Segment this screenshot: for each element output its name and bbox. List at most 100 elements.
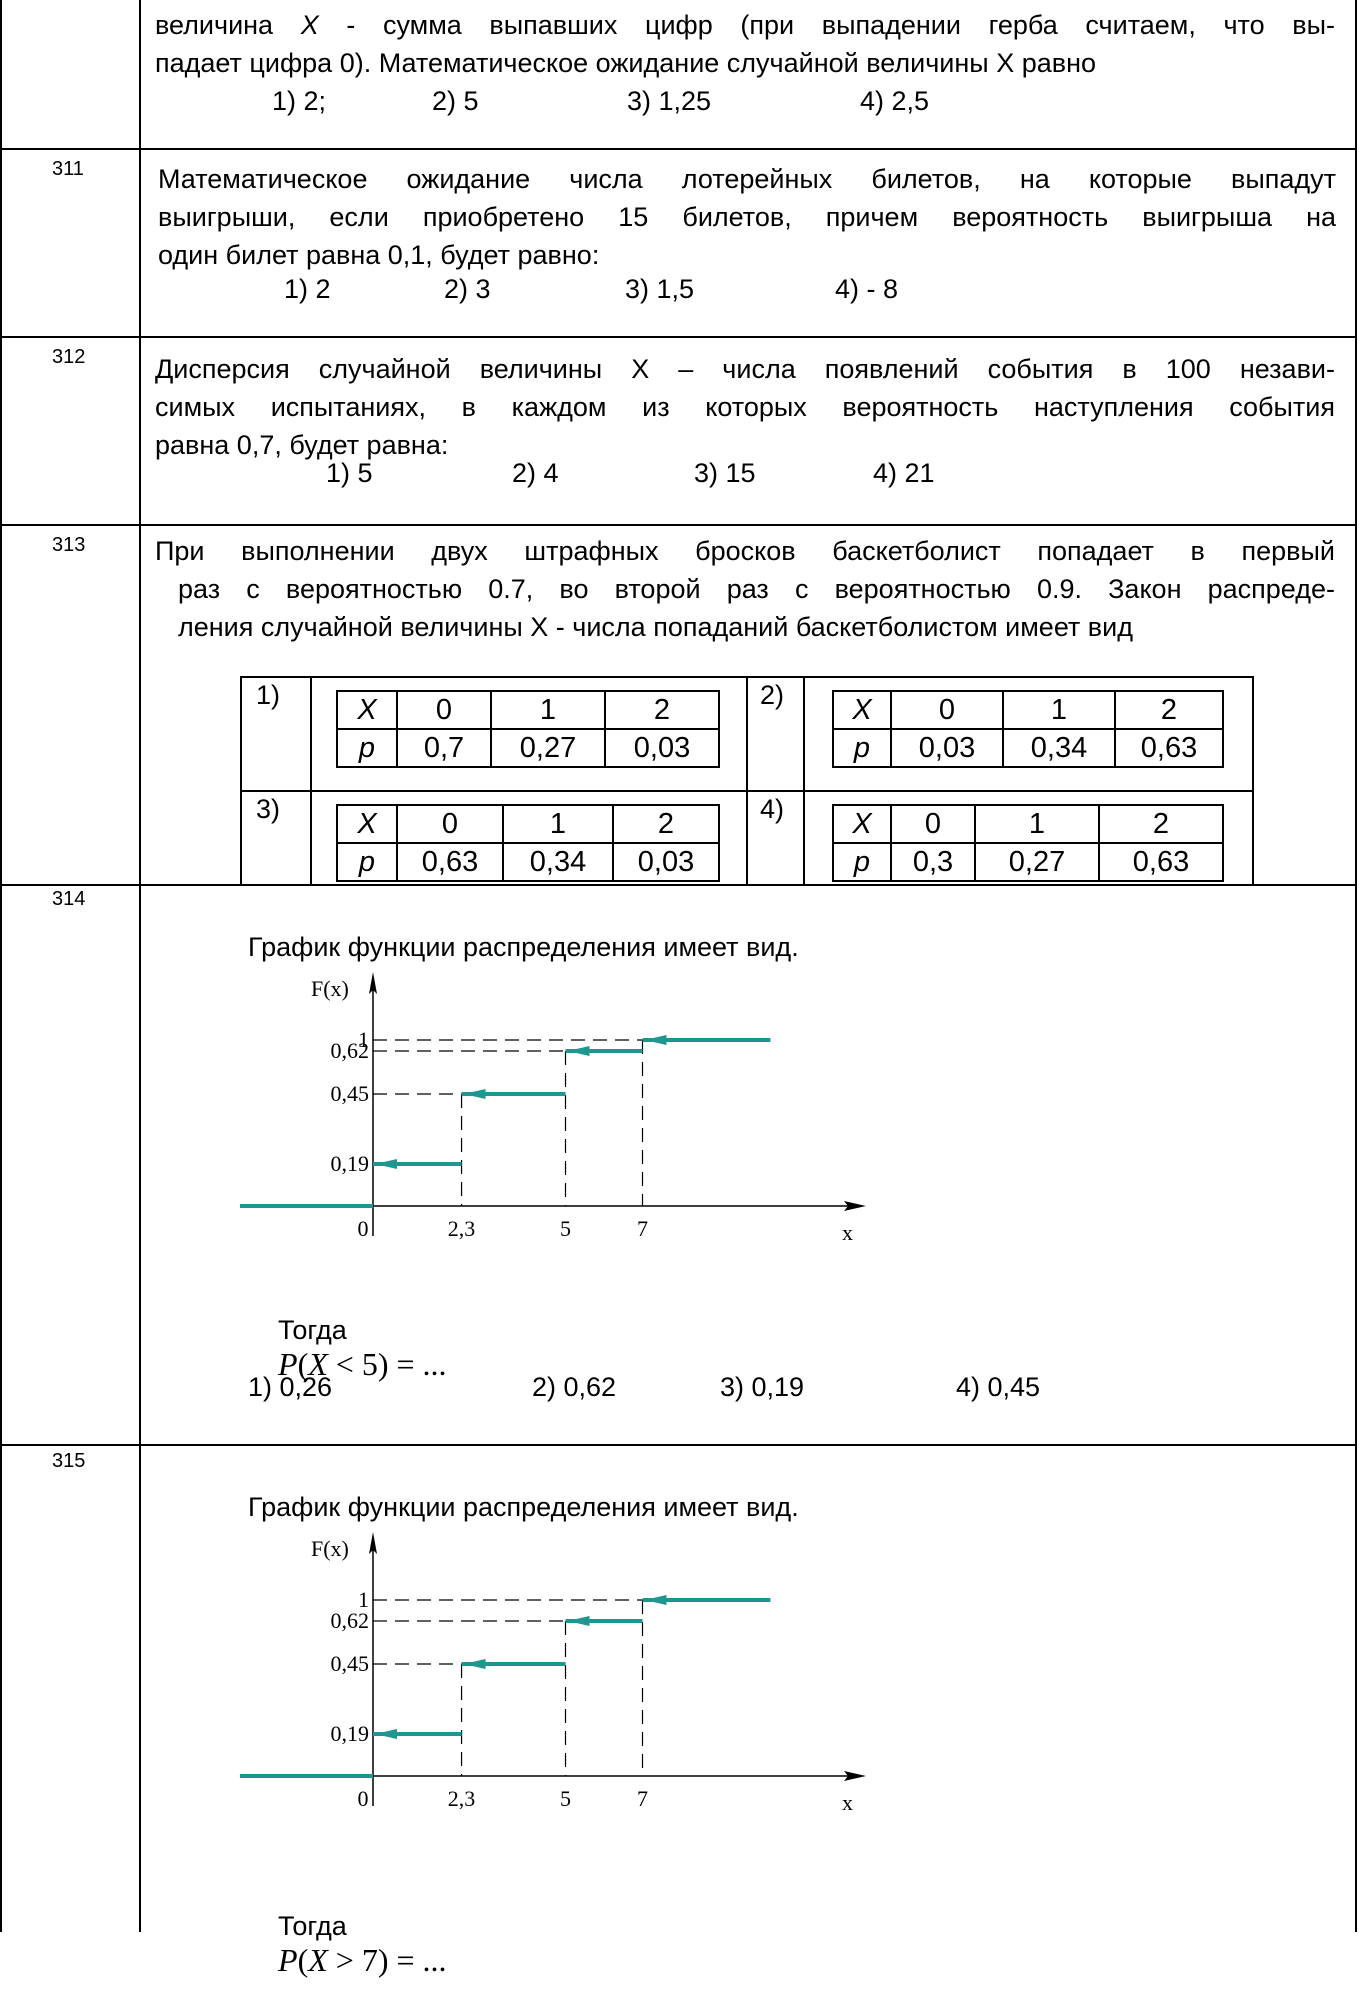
variant-label: 1) [256,680,281,710]
y-axis-label: F(x) [311,976,349,1001]
x-tick-label: 0 [358,1216,369,1241]
option-1: 1) 2; [272,86,327,116]
text-line: величина X - сумма выпавших цифр (при вы… [155,10,1336,40]
table-cell: X [336,690,398,730]
row-divider [0,884,1357,886]
table-cell: X [832,804,892,844]
table-cell: 0 [890,804,976,844]
formula-prefix: Тогда [278,1911,347,1941]
grid-divider [746,676,748,884]
row-divider [0,524,1357,526]
text-line: выигрыши, если приобретено 15 билетов, п… [158,202,1336,232]
step-arrowhead [644,1595,667,1605]
table-cell: 0,03 [890,728,1004,768]
formula-function: P [278,1346,298,1382]
text-line: Математическое ожидание числа лотерейных… [158,164,1336,194]
option-1: 1) 2 [284,274,331,304]
question-310-text: величина X - сумма выпавших цифр (при вы… [155,6,1335,82]
text-line: ления случайной величины Х - числа попад… [178,612,1133,642]
option-2: 2) 4 [512,458,559,488]
table-cell: 0,03 [604,728,720,768]
distribution-function-chart-315: F(x) x 0,19 0,45 0,621 0 2,3 5 7 [240,1532,866,1815]
formula-paren: ) [377,1942,389,1978]
table-cell: X [832,690,892,730]
table-cell: 0,3 [890,842,976,882]
table-cell: 1 [502,804,614,844]
x-axis-arrow [844,1201,866,1211]
y-axis-label: F(x) [311,1536,349,1561]
x-axis-label: x [842,1790,853,1815]
grid-divider [803,676,805,884]
distribution-table-1: X 0 1 2 p 0,7 0,27 0,03 [336,690,720,768]
formula-variable: X [308,1942,328,1978]
questions-table [0,0,1357,1932]
table-border-left [0,0,2,1932]
table-cell: 0,34 [1002,728,1116,768]
question-314-options: 1) 0,26 2) 0,62 3) 0,19 4) 0,45 [0,1372,1359,1410]
row-divider [0,336,1357,338]
x-tick-label: 7 [637,1786,648,1811]
table-cell: 0,34 [502,842,614,882]
text-line: Дисперсия случайной величины Х – числа п… [155,354,1335,384]
y-axis-arrow [369,972,377,994]
formula-operator: > [327,1942,362,1978]
option-4: 4) 21 [873,458,935,488]
table-cell: p [832,842,892,882]
grid-divider [240,790,1252,792]
formula-value: 7 [361,1942,378,1978]
y-tick-label: 0,45 [331,1651,370,1676]
text-line: равна 0,7, будет равна: [155,430,449,460]
question-313-text: При выполнении двух штрафных бросков бас… [155,532,1335,646]
formula-paren: ( [297,1942,309,1978]
question-314-formula: Тогда P(X < 5) = ... [248,1284,447,1414]
text-line: При выполнении двух штрафных бросков бас… [155,536,1335,566]
x-tick-label: 2,3 [448,1786,476,1811]
x-axis-arrow [844,1771,866,1781]
formula-value: 5 [361,1346,378,1382]
x-axis-label: x [842,1220,853,1245]
text-line: падает цифра 0). Математическое ожидание… [155,48,1097,78]
row-divider [0,148,1357,150]
table-cell: 1 [490,690,606,730]
x-tick-label: 2,3 [448,1216,476,1241]
y-tick-label: 1 [358,1587,369,1612]
table-cell: 2 [604,690,720,730]
step-arrowhead [463,1089,486,1099]
option-2: 2) 5 [432,86,479,116]
y-tick-label: 1 [358,1027,369,1052]
option-4: 4) - 8 [835,274,899,304]
table-cell: 1 [974,804,1100,844]
option-3: 3) 0,19 [720,1372,805,1402]
question-number: 312 [52,346,86,368]
x-tick-label: 7 [637,1216,648,1241]
text-line: раз с вероятностью 0.7, во второй раз с … [178,574,1335,604]
step-arrowhead [567,1616,590,1626]
step-arrowhead [644,1035,667,1045]
table-cell: 1 [1002,690,1116,730]
question-310-options: 1) 2; 2) 5 3) 1,25 4) 2,5 [0,86,1359,124]
y-tick-label: 0,19 [331,1151,370,1176]
row-divider [0,1444,1357,1446]
option-1: 1) 5 [326,458,373,488]
table-cell: X [336,804,398,844]
table-cell: 0,27 [974,842,1100,882]
question-312-text: Дисперсия случайной величины Х – числа п… [155,350,1335,464]
question-315-formula: Тогда P(X > 7) = ... [248,1880,447,2010]
variant-label: 4) [760,794,785,824]
option-3: 3) 1,25 [627,86,712,116]
step-arrowhead [375,1729,397,1739]
formula-function: P [278,1942,298,1978]
question-number: 314 [52,888,86,910]
step-arrowhead [567,1046,590,1056]
table-cell: p [336,842,398,882]
y-tick-label: 0,45 [331,1081,370,1106]
x-tick-label: 5 [560,1786,571,1811]
y-tick-label: 0,62 [331,1038,370,1063]
x-tick-label: 0 [358,1786,369,1811]
formula-variable: X [308,1346,328,1382]
y-tick-label: 0,62 [331,1608,370,1633]
step-arrowhead [375,1159,397,1169]
grid-divider [310,676,312,884]
y-axis-arrow [369,1532,377,1554]
